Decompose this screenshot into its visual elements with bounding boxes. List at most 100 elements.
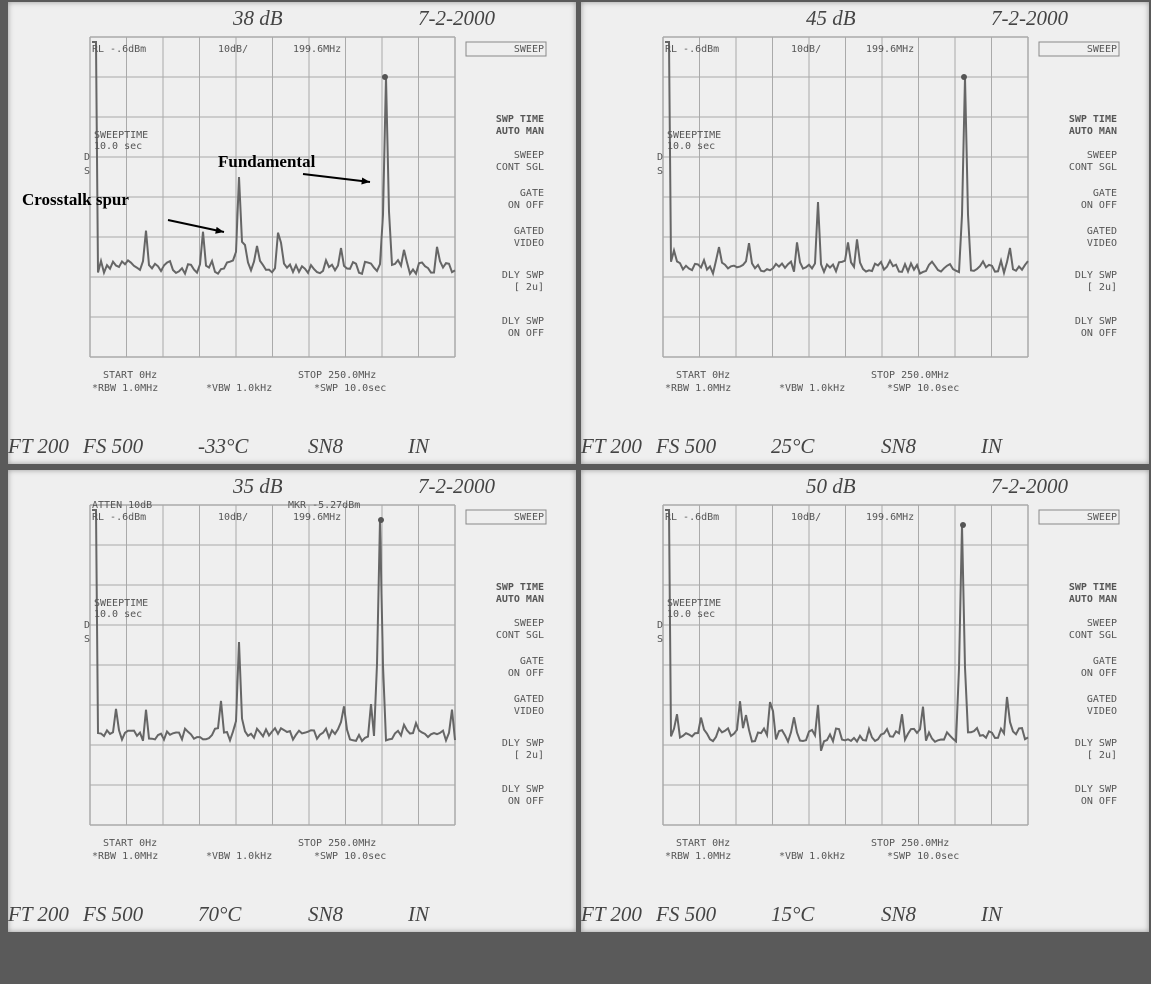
- softkey: SWEEP: [1086, 150, 1117, 161]
- softkey: SWP TIME: [495, 114, 544, 125]
- softkey: GATE: [1092, 188, 1117, 199]
- handwritten-note: SN8: [881, 434, 917, 458]
- sweeptime-label: SWEEPTIME: [94, 130, 149, 141]
- ds-flag: D: [657, 620, 664, 631]
- softkey: CONT SGL: [1068, 162, 1117, 173]
- ds-flag: S: [657, 166, 664, 177]
- date: 7-2-2000: [991, 474, 1068, 498]
- softkey: DLY SWP: [501, 784, 544, 795]
- marker-freq: 199.6MHz: [866, 512, 915, 523]
- softkey: VIDEO: [1086, 238, 1117, 249]
- handwritten-note: 25°C: [771, 434, 815, 458]
- handwritten-note: FS 500: [656, 434, 717, 458]
- softkey: SWEEP: [1086, 44, 1117, 55]
- vbw: *VBW 1.0kHz: [779, 851, 846, 862]
- ref-level: RL -.6dBm: [665, 44, 720, 55]
- arrow-head: [361, 177, 370, 185]
- softkey: SWEEP: [1086, 512, 1117, 523]
- rbw: *RBW 1.0MHz: [665, 851, 732, 862]
- panel: 50 dB 7-2-2000 RL -.6dBm 10dB/199.6MHz SWEEP…: [581, 470, 1149, 932]
- softkey: SWEEP: [513, 512, 544, 523]
- softkey: CONT SGL: [495, 162, 544, 173]
- sweeptime-label: SWEEPTIME: [667, 598, 722, 609]
- softkey: DLY SWP: [501, 270, 544, 281]
- softkey-box: [1038, 41, 1120, 57]
- panel: 45 dB 7-2-2000 RL -.6dBm 10dB/199.6MHz SWEEP…: [581, 2, 1149, 464]
- rbw: *RBW 1.0MHz: [92, 851, 159, 862]
- softkey-box: [465, 41, 547, 57]
- vbw: *VBW 1.0kHz: [779, 383, 846, 394]
- handwritten-note: IN: [408, 902, 429, 926]
- screen-graphics: [89, 36, 547, 358]
- rbw: *RBW 1.0MHz: [92, 383, 159, 394]
- handwritten-note: SN8: [881, 902, 917, 926]
- handwritten-note: SN8: [308, 434, 344, 458]
- stop-freq: STOP 250.0MHz: [298, 370, 377, 381]
- swp: *SWP 10.0sec: [887, 851, 960, 862]
- softkey: ON OFF: [1080, 796, 1117, 807]
- date: 7-2-2000: [991, 6, 1068, 30]
- scale: 10dB/: [791, 512, 822, 523]
- softkey: DLY SWP: [1074, 784, 1117, 795]
- panel: 35 dB 7-2-2000 ATTEN 10dB MKR -5.27dBm RL -.…: [8, 470, 576, 932]
- ds-flag: D: [84, 152, 91, 163]
- trace: [92, 41, 456, 277]
- handwritten-note: FT 200: [8, 902, 69, 926]
- handwritten-note: FS 500: [83, 434, 144, 458]
- marker-freq: 199.6MHz: [293, 44, 342, 55]
- stop-freq: STOP 250.0MHz: [871, 838, 950, 849]
- softkey: SWP TIME: [1068, 114, 1117, 125]
- level: 35 dB: [233, 474, 283, 498]
- softkey: CONT SGL: [1068, 630, 1117, 641]
- softkey: CONT SGL: [495, 630, 544, 641]
- marker: MKR -5.27dBm: [288, 500, 361, 511]
- ds-flag: S: [84, 166, 91, 177]
- softkey: DLY SWP: [501, 316, 544, 327]
- handwritten-note: 15°C: [771, 902, 815, 926]
- scale: 10dB/: [791, 44, 822, 55]
- marker-freq: 199.6MHz: [293, 512, 342, 523]
- handwritten-note: SN8: [308, 902, 344, 926]
- softkey: GATE: [519, 656, 544, 667]
- start-freq: START 0Hz: [676, 838, 731, 849]
- handwritten-note: FT 200: [581, 434, 642, 458]
- sweeptime-label: SWEEPTIME: [667, 130, 722, 141]
- sweeptime-label: SWEEPTIME: [94, 598, 149, 609]
- vbw: *VBW 1.0kHz: [206, 851, 273, 862]
- softkey: AUTO MAN: [495, 594, 544, 605]
- swp: *SWP 10.0sec: [314, 851, 387, 862]
- handwritten-note: FT 200: [581, 902, 642, 926]
- softkey: DLY SWP: [1074, 738, 1117, 749]
- atten: ATTEN 10dB: [92, 500, 153, 511]
- softkey: SWEEP: [513, 44, 544, 55]
- handwritten-note: FS 500: [656, 902, 717, 926]
- sweeptime-value: 10.0 sec: [667, 609, 716, 620]
- softkey: AUTO MAN: [1068, 594, 1117, 605]
- softkey: ON OFF: [507, 668, 544, 679]
- date: 7-2-2000: [418, 6, 495, 30]
- ref-level: RL -.6dBm: [92, 44, 147, 55]
- date: 7-2-2000: [418, 474, 495, 498]
- screen-graphics: [89, 504, 547, 826]
- softkey: ON OFF: [507, 200, 544, 211]
- stop-freq: STOP 250.0MHz: [298, 838, 377, 849]
- softkey: GATE: [519, 188, 544, 199]
- trace: [665, 509, 1029, 752]
- scale: 10dB/: [218, 512, 249, 523]
- trace: [92, 509, 456, 744]
- handwritten-note: FT 200: [8, 434, 69, 458]
- marker-freq: 199.6MHz: [866, 44, 915, 55]
- stop-freq: STOP 250.0MHz: [871, 370, 950, 381]
- softkey-box: [465, 509, 547, 525]
- screen-graphics: [662, 36, 1120, 358]
- softkey: SWEEP: [513, 618, 544, 629]
- softkey: [ 2u]: [1086, 750, 1117, 761]
- level: 50 dB: [806, 474, 856, 498]
- ds-flag: S: [84, 634, 91, 645]
- marker-dot: [382, 74, 388, 80]
- level: 45 dB: [806, 6, 856, 30]
- handwritten-note: FS 500: [83, 902, 144, 926]
- swp: *SWP 10.0sec: [314, 383, 387, 394]
- start-freq: START 0Hz: [676, 370, 731, 381]
